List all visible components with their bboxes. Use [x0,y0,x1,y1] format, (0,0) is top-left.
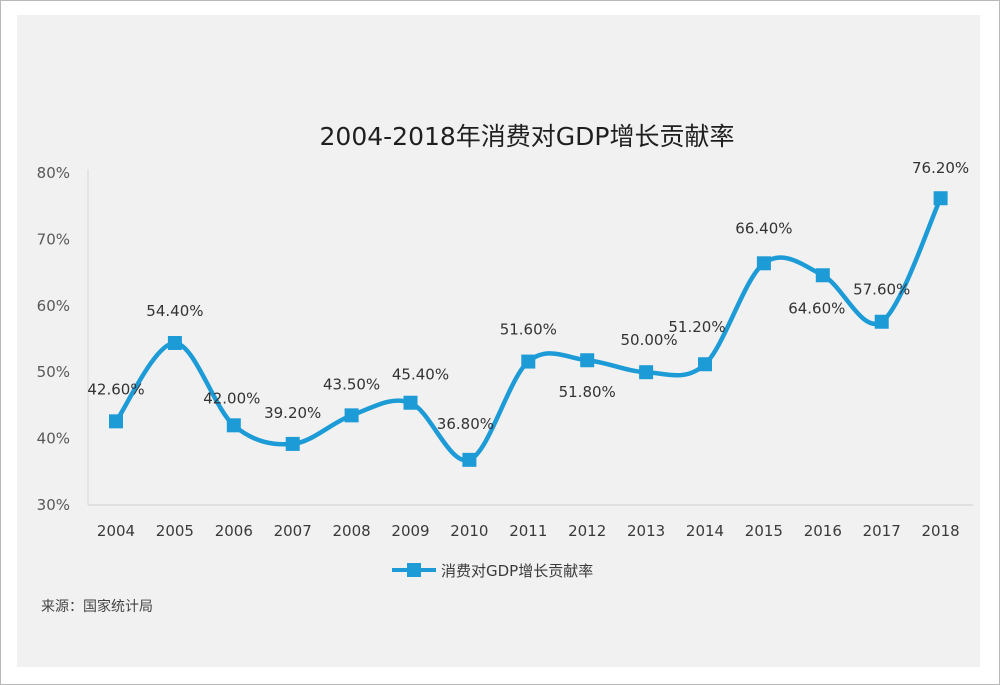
legend: 消费对GDP增长贡献率 [392,562,593,580]
data-point [226,418,241,433]
data-label: 36.80% [437,415,494,433]
y-axis-ticks: 30% 40% 50% 60% 70% 80% [37,164,70,514]
x-tick-label: 2011 [509,522,547,540]
x-tick-label: 2008 [333,522,371,540]
data-point [285,436,300,451]
x-tick-label: 2005 [156,522,194,540]
y-tick-label: 30% [37,496,70,514]
x-tick-label: 2017 [863,522,901,540]
y-tick-label: 70% [37,230,70,248]
legend-marker [407,563,421,577]
x-tick-label: 2018 [922,522,960,540]
series-markers [109,191,948,467]
data-label: 54.40% [146,302,203,320]
x-tick-label: 2014 [686,522,724,540]
data-point [874,314,889,329]
axes [87,169,973,506]
data-point [756,256,771,271]
data-label: 43.50% [323,375,380,393]
data-point [462,452,477,467]
data-label: 45.40% [392,366,449,384]
y-tick-label: 60% [37,297,70,315]
data-point [639,365,654,380]
data-label: 50.00% [620,331,677,349]
x-axis-ticks: 2004 2005 2006 2007 2008 2009 2010 2011 2012 2013… [97,522,960,540]
y-tick-label: 80% [37,164,70,182]
x-tick-label: 2015 [745,522,783,540]
y-tick-label: 40% [37,430,70,448]
data-point [167,335,182,350]
data-label: 51.20% [668,318,725,336]
data-point [815,268,830,283]
data-point [580,353,595,368]
x-tick-label: 2004 [97,522,135,540]
data-point [521,354,536,369]
x-tick-label: 2010 [450,522,488,540]
data-label: 76.20% [912,159,969,177]
chart-title: 2004-2018年消费对GDP增长贡献率 [320,122,735,151]
data-labels: 42.60% 54.40% 42.00%39.20%43.50% 45.40% 36.8… [87,159,969,433]
source-note: 来源：国家统计局 [41,598,153,615]
data-point [698,357,712,372]
legend-label: 消费对GDP增长贡献率 [441,562,593,580]
x-tick-label: 2009 [391,522,429,540]
x-tick-label: 2006 [215,522,253,540]
x-tick-label: 2016 [804,522,842,540]
data-label: 64.60% [788,299,845,317]
data-point [109,414,123,429]
data-label: 42.60% [87,380,144,398]
data-label: 51.60% [500,321,557,339]
x-tick-label: 2007 [274,522,312,540]
data-point [933,191,948,206]
data-label: 39.20% [264,404,321,422]
data-point [403,395,418,410]
data-point [344,408,359,423]
data-label: 66.40% [735,219,792,237]
data-label: 42.00% [203,389,260,407]
x-tick-label: 2013 [627,522,665,540]
y-tick-label: 50% [37,363,70,381]
x-tick-label: 2012 [568,522,606,540]
data-label: 57.60% [853,281,910,299]
data-label: 51.80% [559,383,616,401]
